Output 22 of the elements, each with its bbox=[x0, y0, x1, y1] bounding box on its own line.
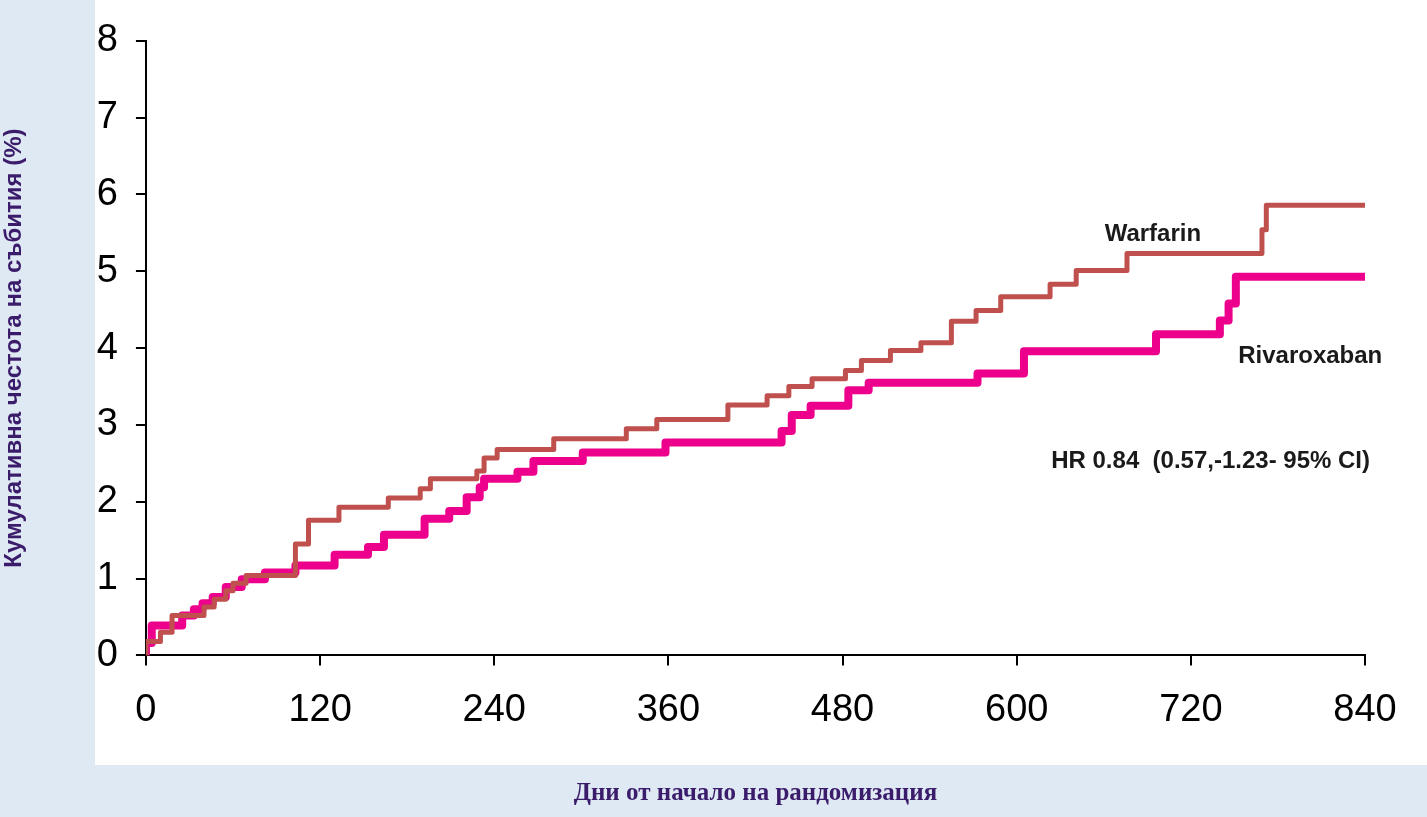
y-tick-label: 5 bbox=[96, 247, 118, 290]
x-axis-title: Дни от начало на рандомизация bbox=[573, 778, 938, 806]
x-tick-label: 0 bbox=[135, 686, 157, 729]
x-tick-label: 720 bbox=[1159, 686, 1223, 729]
y-tick-label: 6 bbox=[96, 170, 118, 213]
x-tick-label: 480 bbox=[810, 686, 875, 729]
annotation: HR 0.84 (0.57,-1.23- 95% CI) bbox=[1051, 446, 1370, 474]
x-tick-label: 240 bbox=[462, 686, 526, 729]
x-tick-label: 120 bbox=[288, 686, 352, 729]
y-tick-label: 7 bbox=[96, 94, 118, 137]
y-axis-title: Кумулативна честота на събития (%) bbox=[0, 128, 27, 568]
y-tick-label: 1 bbox=[96, 555, 118, 598]
y-tick-label: 0 bbox=[96, 631, 118, 674]
x-tick-label: 840 bbox=[1333, 686, 1397, 729]
x-tick-label: 600 bbox=[984, 686, 1049, 729]
y-tick-label: 8 bbox=[96, 17, 118, 60]
x-tick-label: 360 bbox=[636, 686, 701, 729]
y-tick-label: 4 bbox=[96, 324, 118, 367]
y-tick-label: 2 bbox=[96, 478, 118, 521]
y-tick-label: 3 bbox=[96, 401, 118, 444]
series-label: Rivaroxaban bbox=[1238, 340, 1383, 368]
series-label: Warfarin bbox=[1104, 219, 1202, 247]
